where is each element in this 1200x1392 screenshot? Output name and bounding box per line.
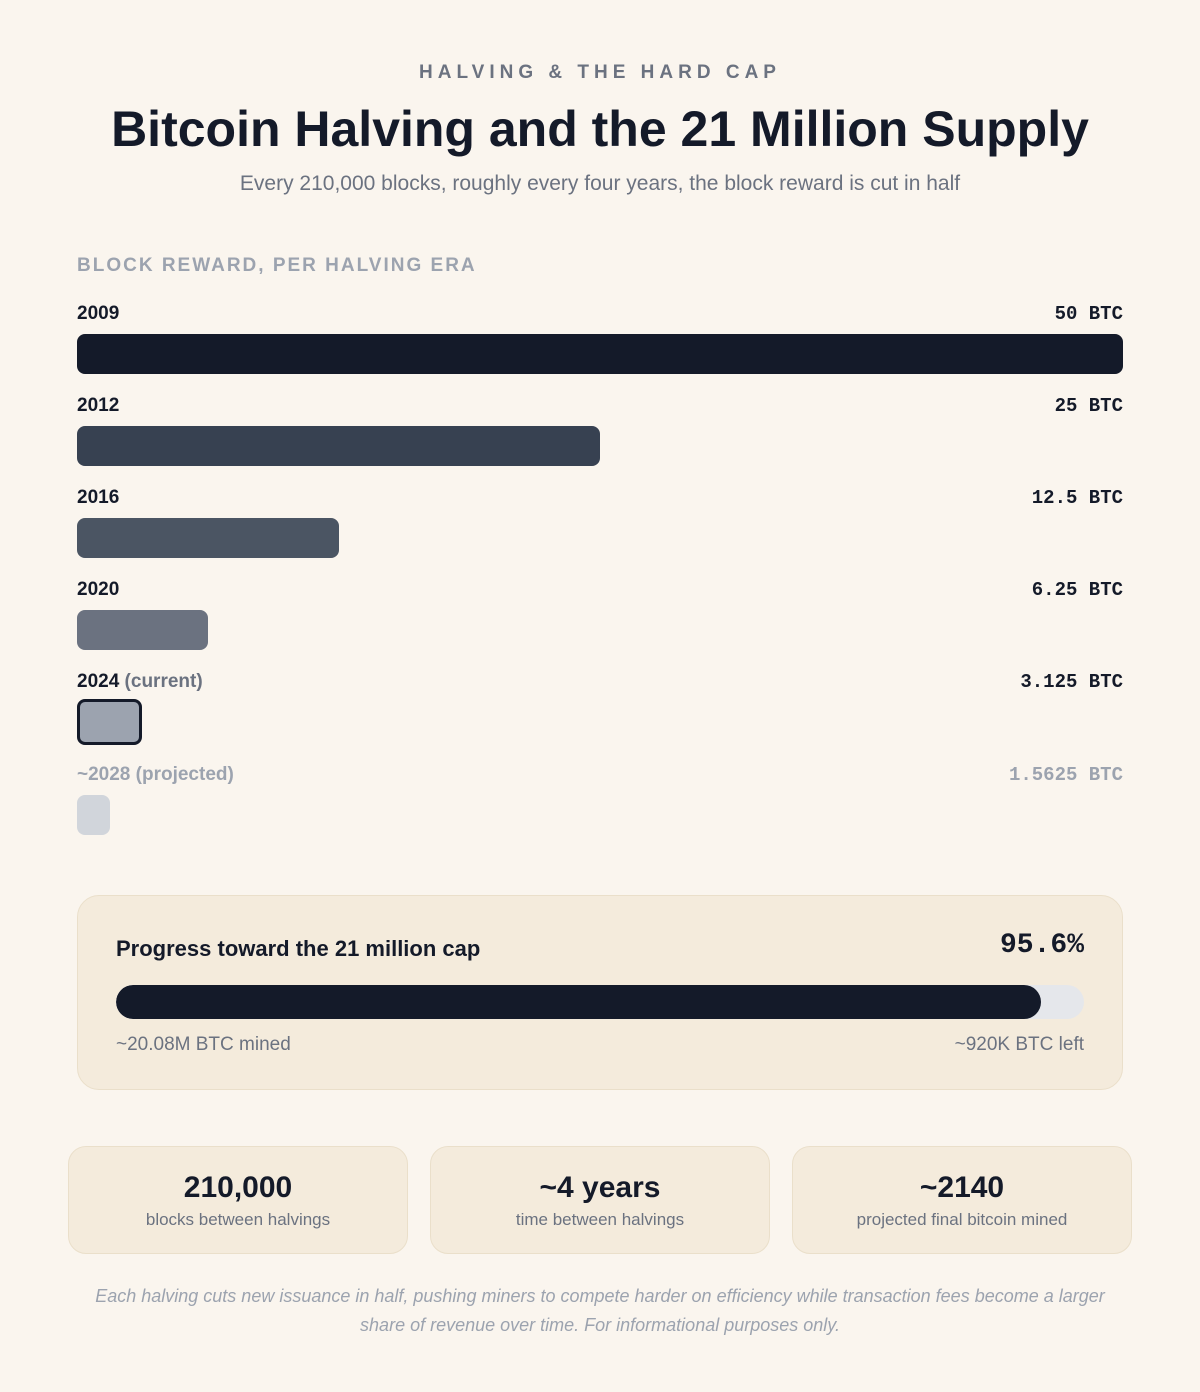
era-row-current: 2024 (current) 3.125 BTC: [77, 671, 1123, 763]
era-year: 2020: [77, 579, 120, 600]
era-value-label: 6.25 BTC: [1031, 579, 1123, 601]
era-value-label: 25 BTC: [1054, 395, 1123, 417]
era-label: 2016: [77, 487, 119, 509]
era-bar-current: [77, 699, 142, 745]
supply-progress-card: Progress toward the 21 million cap 95.6%…: [77, 895, 1123, 1090]
stat-card-final-year: ~2140 projected final bitcoin mined: [792, 1146, 1132, 1254]
chart-section-label: BLOCK REWARD, PER HALVING ERA: [77, 255, 477, 276]
page-title: Bitcoin Halving and the 21 Million Suppl…: [111, 101, 1089, 157]
era-year: 2009: [77, 303, 120, 324]
era-value-label: 1.5625 BTC: [1008, 764, 1123, 786]
era-row: 2020 6.25 BTC: [77, 579, 1123, 671]
era-bar-projected: [77, 795, 110, 835]
stat-value: ~2140: [919, 1171, 1005, 1204]
progress-fill: [116, 985, 1042, 1019]
era-bar: [77, 610, 208, 650]
era-bar: [77, 426, 600, 466]
era-suffix: (current): [119, 671, 203, 692]
era-value-label: 12.5 BTC: [1031, 487, 1123, 509]
era-row-projected: ~2028 (projected) 1.5625 BTC: [77, 764, 1123, 856]
stat-card-years: ~4 years time between halvings: [430, 1146, 770, 1254]
era-label: 2020: [77, 579, 119, 601]
stat-value: ~4 years: [539, 1171, 661, 1204]
era-year: 2012: [77, 395, 120, 416]
era-row: 2009 50 BTC: [77, 303, 1123, 395]
stat-label: projected final bitcoin mined: [856, 1210, 1068, 1229]
eyebrow-label: HALVING & THE HARD CAP: [419, 62, 781, 83]
era-year: ~2028: [77, 764, 131, 785]
era-value-label: 3.125 BTC: [1020, 671, 1123, 693]
era-bar: [77, 334, 1123, 374]
progress-track: [116, 985, 1084, 1019]
stat-card-blocks: 210,000 blocks between halvings: [68, 1146, 408, 1254]
era-year: 2024: [77, 671, 120, 692]
page-subtitle: Every 210,000 blocks, roughly every four…: [239, 172, 961, 195]
era-label: 2009: [77, 303, 119, 325]
era-bar: [77, 518, 339, 558]
era-label: 2012: [77, 395, 119, 417]
progress-title: Progress toward the 21 million cap: [116, 936, 481, 961]
remaining-label: ~920K BTC left: [954, 1034, 1084, 1055]
stat-label: blocks between halvings: [145, 1210, 331, 1229]
era-suffix: (projected): [130, 764, 234, 785]
era-label: ~2028 (projected): [77, 764, 234, 786]
mined-label: ~20.08M BTC mined: [116, 1034, 291, 1055]
stat-label: time between halvings: [515, 1210, 685, 1229]
stat-value: 210,000: [183, 1171, 293, 1204]
footnote: Each halving cuts new issuance in half, …: [95, 1286, 1105, 1335]
era-year: 2016: [77, 487, 120, 508]
era-row: 2012 25 BTC: [77, 395, 1123, 487]
era-value-label: 50 BTC: [1054, 303, 1123, 325]
era-row: 2016 12.5 BTC: [77, 487, 1123, 579]
era-label: 2024 (current): [77, 671, 203, 693]
progress-percent: 95.6%: [999, 930, 1084, 961]
